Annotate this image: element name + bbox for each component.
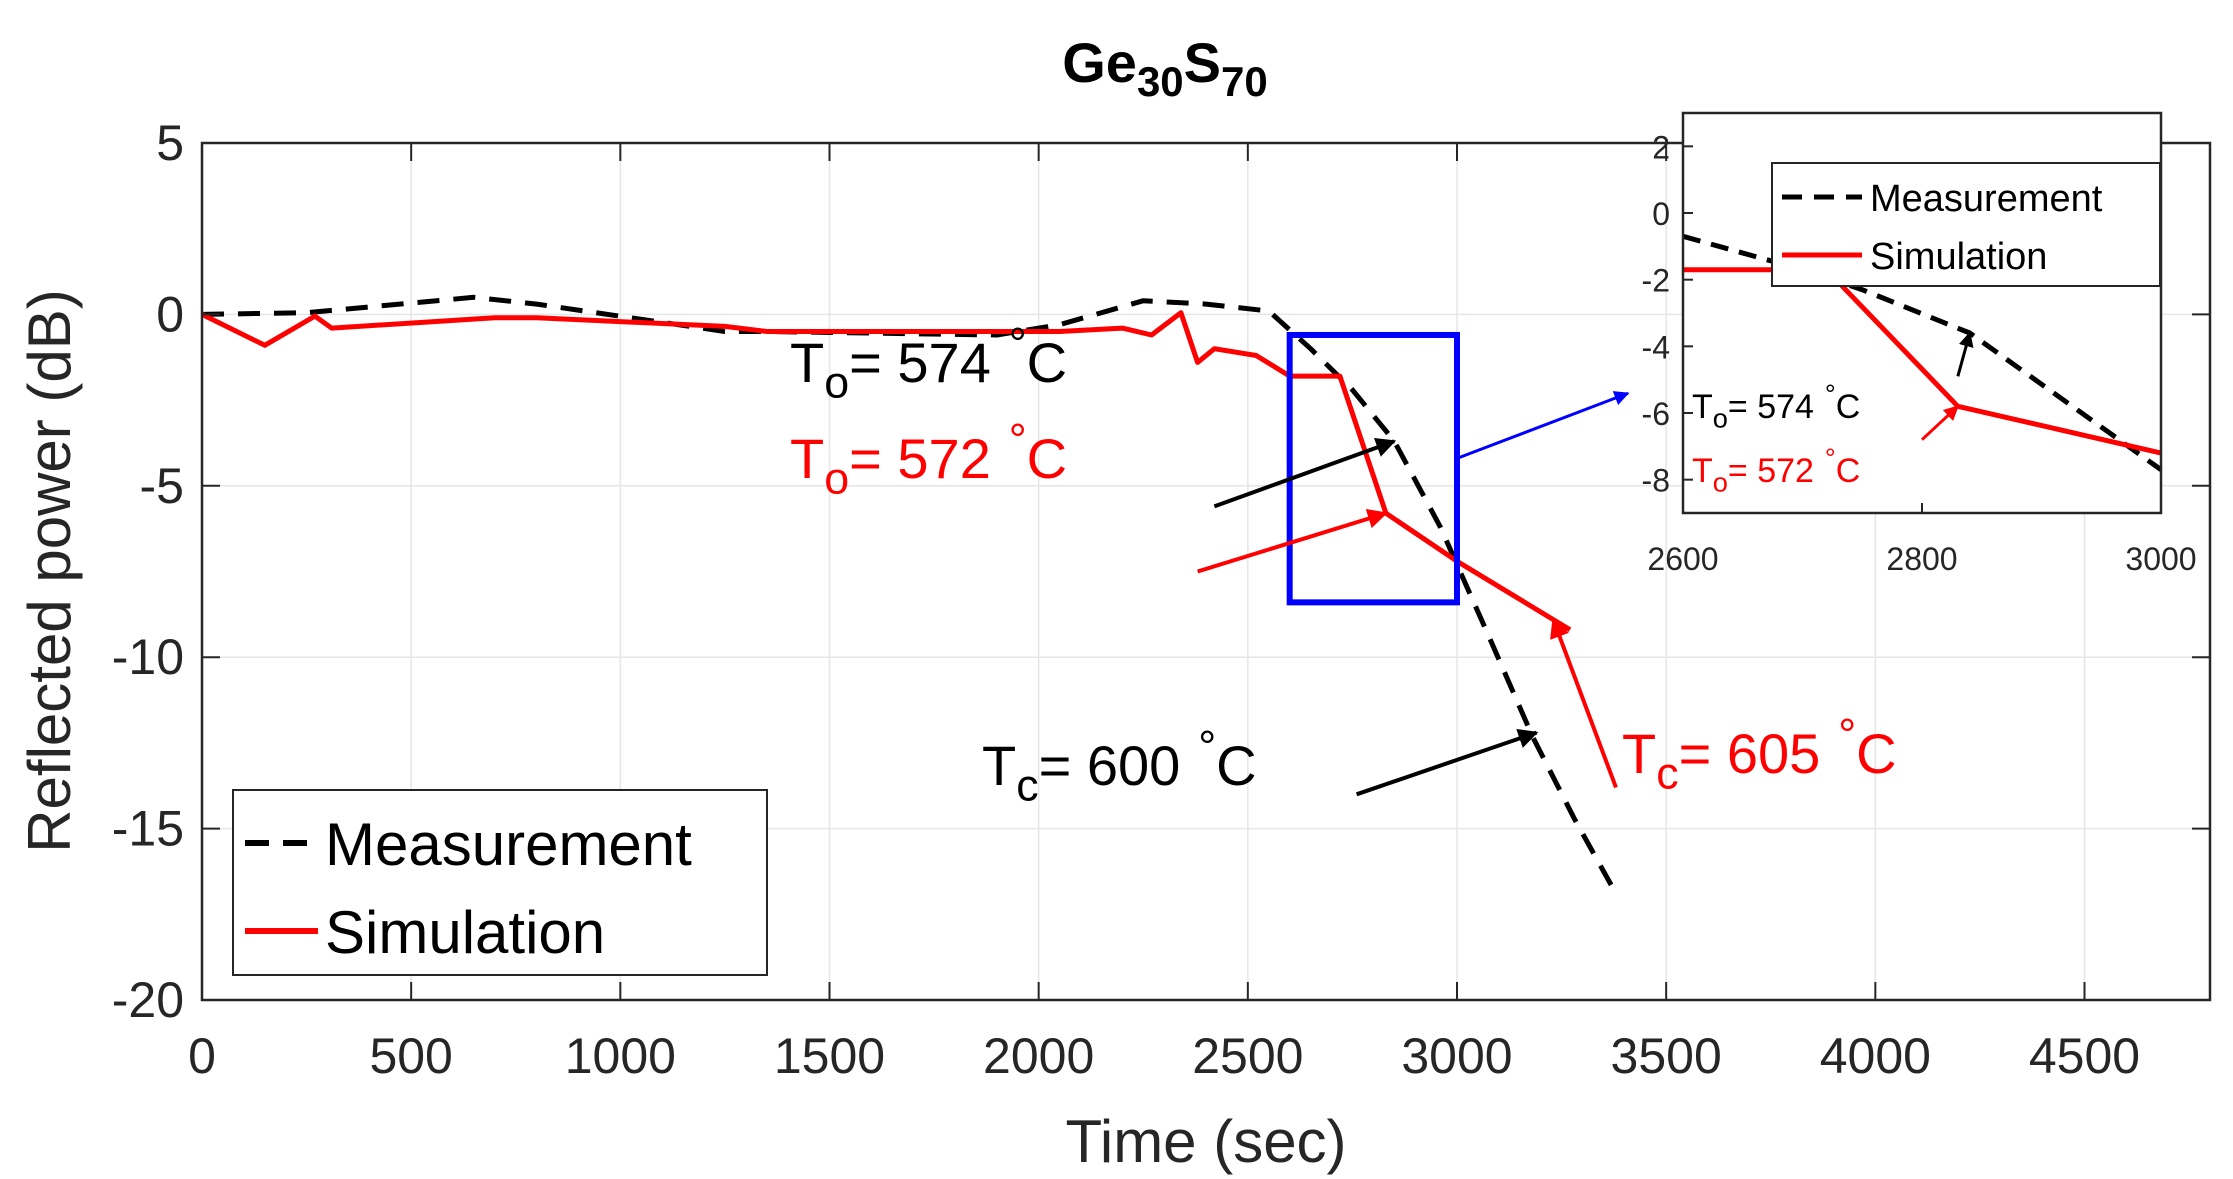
x-tick-label-0: 0 bbox=[188, 1028, 216, 1084]
inset-label-inset_to_sim: To= 572 °C bbox=[1692, 443, 1860, 498]
inset-y-tick-label--4: -4 bbox=[1642, 329, 1670, 365]
arrow-to_sim bbox=[1197, 508, 1388, 574]
zoom-box bbox=[1286, 331, 1460, 606]
main-simulation-line bbox=[200, 310, 1572, 632]
main-axes-box bbox=[200, 141, 2212, 1002]
main-series bbox=[200, 294, 1619, 895]
inset-legend-box bbox=[1771, 162, 2161, 287]
inset-y-tick-label--8: -8 bbox=[1642, 463, 1670, 499]
inset-x-tick-label-3000: 3000 bbox=[2125, 541, 2196, 577]
main-label-to_sim-deg: ° bbox=[1009, 414, 1027, 464]
y-tick-label--5: -5 bbox=[140, 458, 184, 514]
main-label-to_meas: To= 574 °C bbox=[790, 318, 1067, 407]
main-label-to_sim-unit: C bbox=[1027, 427, 1067, 490]
arrow-to_meas bbox=[1213, 437, 1397, 509]
x-tick-label-1500: 1500 bbox=[774, 1028, 885, 1084]
inset-ticks: 2600 2800 3000 2 0 -2 -4 -6 -8 bbox=[1642, 129, 2197, 577]
main-label-to_sim-sub: o bbox=[824, 454, 849, 504]
arrow-tc_sim bbox=[1550, 617, 1618, 789]
title-sub-30: 30 bbox=[1137, 58, 1184, 105]
main-label-tc_meas-deg: ° bbox=[1198, 721, 1216, 771]
inset-label-inset_to_sim-deg: ° bbox=[1825, 443, 1836, 474]
main-label-tc_meas-main: T bbox=[982, 734, 1016, 797]
inset-label-inset_to_sim-unit: C bbox=[1836, 452, 1861, 490]
y-tick-label-0: 0 bbox=[156, 286, 184, 342]
x-tick-label-4000: 4000 bbox=[1820, 1028, 1931, 1084]
main-label-to_meas-deg: ° bbox=[1009, 318, 1027, 368]
main-label-tc_sim-deg: ° bbox=[1838, 709, 1856, 759]
main-legend-box bbox=[232, 789, 768, 976]
main-label-to_meas-sub: o bbox=[824, 358, 849, 408]
zoom-pointer-arrow bbox=[1456, 391, 1630, 460]
title-sub-70: 70 bbox=[1221, 58, 1268, 105]
inset-label-inset_to_sim-rest: = 572 bbox=[1728, 452, 1814, 490]
x-tick-label-500: 500 bbox=[369, 1028, 452, 1084]
inset-simulation-line bbox=[1683, 267, 2162, 456]
main-label-to_sim-main: T bbox=[790, 427, 824, 490]
main-label-tc_meas-sub: c bbox=[1016, 761, 1038, 811]
inset-label-inset_to_sim-sub: o bbox=[1713, 467, 1728, 498]
inset-series bbox=[1682, 233, 2163, 472]
inset-legend-measurement-label: Measurement bbox=[1870, 178, 2103, 220]
inset-label-inset_to_meas-unit: C bbox=[1836, 388, 1861, 426]
x-tick-label-3500: 3500 bbox=[1611, 1028, 1722, 1084]
main-label-to_sim-rest: = 572 bbox=[849, 427, 991, 490]
main-label-tc_meas: Tc= 600 °C bbox=[982, 721, 1257, 810]
y-tick-label--15: -15 bbox=[112, 801, 184, 857]
x-tick-label-4500: 4500 bbox=[2029, 1028, 2140, 1084]
y-tick-label--10: -10 bbox=[112, 629, 184, 685]
inset-annotations: To= 574 °CTo= 572 °C bbox=[1692, 331, 1974, 498]
inset-label-inset_to_sim-main: T bbox=[1692, 452, 1713, 490]
main-legend-simulation-label: Simulation bbox=[325, 899, 605, 966]
inset-x-tick-label-2600: 2600 bbox=[1647, 541, 1718, 577]
main-label-tc_meas-rest: = 600 bbox=[1039, 734, 1181, 797]
main-label-to_meas-main: T bbox=[790, 331, 824, 394]
x-tick-label-3000: 3000 bbox=[1401, 1028, 1512, 1084]
x-tick-label-2500: 2500 bbox=[1192, 1028, 1303, 1084]
inset-label-inset_to_meas-rest: = 574 bbox=[1728, 388, 1814, 426]
inset-legend: Measurement Simulation bbox=[1771, 162, 2161, 287]
main-annotations: To= 574 °CTo= 572 °CTc= 600 °C Tc= 605 °C bbox=[790, 318, 1897, 810]
arrow-tc_meas bbox=[1355, 728, 1539, 797]
main-label-tc_sim: Tc= 605 °C bbox=[1622, 709, 1897, 798]
x-tick-label-2000: 2000 bbox=[983, 1028, 1094, 1084]
main-ticks: 0 500 1000 1500 2000 2500 3000 3500 4000 4500 5 0 -5… bbox=[112, 115, 2210, 1084]
y-tick-label--20: -20 bbox=[112, 972, 184, 1028]
inset-legend-simulation-label: Simulation bbox=[1870, 236, 2047, 278]
title-ge: Ge bbox=[1062, 31, 1137, 94]
main-label-tc_sim-sub: c bbox=[1656, 749, 1678, 799]
y-axis-label: Reflected power (dB) bbox=[16, 289, 83, 853]
inset-y-tick-label--6: -6 bbox=[1642, 396, 1670, 432]
main-legend-measurement-label: Measurement bbox=[325, 811, 692, 878]
inset-label-inset_to_meas: To= 574 °C bbox=[1692, 379, 1860, 434]
inset-y-tick-label-2: 2 bbox=[1652, 129, 1670, 165]
inset-x-tick-label-2800: 2800 bbox=[1886, 541, 1957, 577]
main-label-to_meas-rest: = 574 bbox=[849, 331, 991, 394]
main-legend: Measurement Simulation bbox=[232, 789, 768, 976]
arrow-inset_to_sim bbox=[1920, 405, 1959, 441]
main-label-to_sim: To= 572 °C bbox=[790, 414, 1067, 503]
y-tick-label-5: 5 bbox=[156, 115, 184, 171]
main-label-tc_meas-unit: C bbox=[1216, 734, 1256, 797]
main-label-to_meas-unit: C bbox=[1027, 331, 1067, 394]
title-s: S bbox=[1184, 31, 1221, 94]
inset-y-tick-label-0: 0 bbox=[1652, 196, 1670, 232]
main-label-tc_sim-rest: = 605 bbox=[1679, 722, 1821, 785]
main-label-tc_sim-main: T bbox=[1622, 722, 1656, 785]
chart-title: Ge30S70 bbox=[1062, 31, 1268, 105]
inset-label-inset_to_meas-main: T bbox=[1692, 388, 1713, 426]
inset-measurement-line bbox=[1682, 233, 2163, 472]
arrow-inset_to_meas bbox=[1956, 331, 1974, 377]
zoom-layer bbox=[1286, 331, 1630, 606]
main-measurement-line bbox=[201, 294, 1619, 895]
x-tick-label-1000: 1000 bbox=[565, 1028, 676, 1084]
inset-label-inset_to_meas-deg: ° bbox=[1825, 379, 1836, 410]
inset-y-tick-label--2: -2 bbox=[1642, 263, 1670, 299]
main-label-tc_sim-unit: C bbox=[1856, 722, 1896, 785]
inset-label-inset_to_meas-sub: o bbox=[1713, 403, 1728, 434]
x-axis-label: Time (sec) bbox=[1065, 1108, 1346, 1175]
